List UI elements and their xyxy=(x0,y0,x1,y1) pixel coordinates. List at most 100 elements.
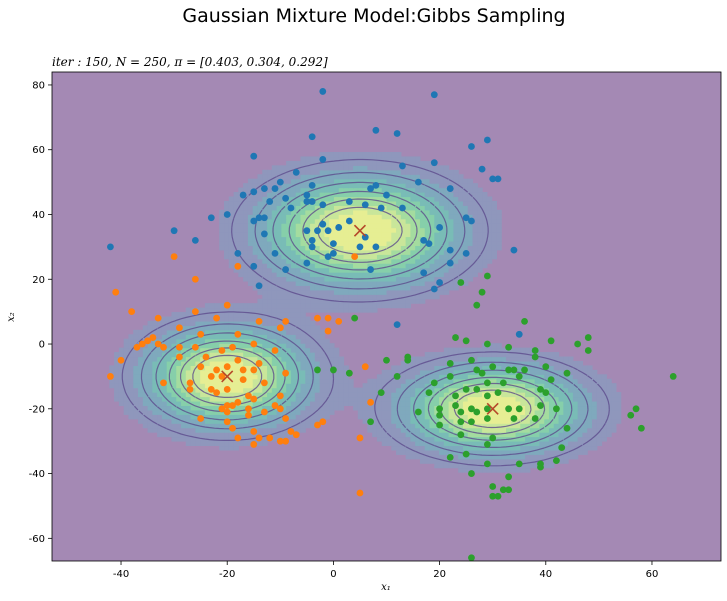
data-point-cluster-2 xyxy=(446,373,454,380)
data-point-cluster-2 xyxy=(452,402,459,409)
data-point-cluster-2 xyxy=(537,385,544,393)
data-point-cluster-0 xyxy=(308,243,316,251)
data-point-cluster-2 xyxy=(430,379,438,387)
data-point-cluster-1 xyxy=(260,379,268,387)
data-point-cluster-1 xyxy=(160,379,167,387)
axes-title: iter : 150, N = 250, π = [0.403, 0.304, … xyxy=(52,55,328,69)
plot-frame xyxy=(51,71,722,562)
data-point-cluster-1 xyxy=(234,434,242,442)
data-point-cluster-0 xyxy=(393,321,401,328)
data-point-cluster-2 xyxy=(462,337,470,345)
data-point-cluster-1 xyxy=(144,337,151,345)
data-point-cluster-0 xyxy=(361,233,369,241)
data-point-cluster-1 xyxy=(282,317,290,325)
data-point-cluster-0 xyxy=(478,165,486,173)
data-point-cluster-2 xyxy=(547,376,555,384)
data-point-cluster-1 xyxy=(276,324,284,332)
data-point-cluster-1 xyxy=(367,398,374,406)
data-point-cluster-0 xyxy=(494,175,502,183)
data-point-cluster-1 xyxy=(229,424,236,432)
data-point-cluster-1 xyxy=(282,369,290,377)
data-point-cluster-0 xyxy=(414,178,422,186)
data-point-cluster-0 xyxy=(420,236,428,244)
data-point-cluster-0 xyxy=(308,181,316,189)
data-point-cluster-2 xyxy=(468,356,475,364)
data-point-cluster-0 xyxy=(446,185,454,192)
data-point-cluster-1 xyxy=(191,308,199,316)
density-contour-lines xyxy=(121,158,610,467)
data-point-cluster-1 xyxy=(207,373,215,380)
data-point-cluster-1 xyxy=(170,253,178,260)
data-point-cluster-2 xyxy=(457,418,465,426)
data-point-cluster-0 xyxy=(255,214,263,222)
data-point-cluster-2 xyxy=(473,301,481,309)
data-point-cluster-1 xyxy=(356,434,364,442)
data-point-cluster-1 xyxy=(223,402,231,409)
data-point-cluster-2 xyxy=(494,492,502,500)
data-point-cluster-1 xyxy=(186,385,194,393)
data-point-cluster-0 xyxy=(330,249,337,257)
data-point-cluster-2 xyxy=(330,366,337,374)
data-point-cluster-1 xyxy=(250,395,258,403)
y-tick-label: 60 xyxy=(32,145,45,156)
data-point-cluster-0 xyxy=(446,246,454,254)
data-point-cluster-0 xyxy=(303,191,311,199)
data-point-cluster-2 xyxy=(542,389,550,397)
figure-suptitle: Gaussian Mixture Model:Gibbs Sampling xyxy=(182,5,565,27)
data-point-cluster-2 xyxy=(531,415,539,422)
data-point-cluster-1 xyxy=(276,405,284,413)
data-point-cluster-0 xyxy=(266,198,274,205)
data-point-cluster-1 xyxy=(160,343,167,351)
data-point-cluster-0 xyxy=(393,130,401,137)
data-point-cluster-2 xyxy=(483,272,491,280)
data-point-cluster-2 xyxy=(521,317,528,325)
data-point-cluster-0 xyxy=(345,198,353,205)
y-tick-label: 80 xyxy=(32,80,45,91)
data-point-cluster-1 xyxy=(324,327,332,335)
data-point-cluster-0 xyxy=(319,88,327,95)
data-point-cluster-0 xyxy=(250,152,258,160)
data-point-cluster-2 xyxy=(351,314,359,322)
data-point-cluster-0 xyxy=(372,181,380,189)
data-point-cluster-1 xyxy=(319,418,327,426)
data-point-cluster-0 xyxy=(330,240,337,248)
data-point-cluster-2 xyxy=(468,470,475,477)
data-point-cluster-2 xyxy=(632,405,640,413)
data-point-cluster-2 xyxy=(462,450,470,458)
data-point-cluster-2 xyxy=(446,453,454,461)
data-point-cluster-0 xyxy=(282,266,290,273)
data-point-cluster-1 xyxy=(260,408,268,416)
data-point-cluster-1 xyxy=(223,408,231,416)
data-point-cluster-2 xyxy=(505,343,513,351)
data-point-cluster-2 xyxy=(483,405,491,413)
data-point-cluster-1 xyxy=(314,314,321,322)
data-point-cluster-1 xyxy=(218,405,226,413)
data-point-cluster-0 xyxy=(250,262,258,270)
data-point-cluster-1 xyxy=(218,373,226,380)
data-point-cluster-2 xyxy=(637,424,645,432)
data-point-cluster-2 xyxy=(515,373,523,380)
data-point-cluster-2 xyxy=(505,486,513,494)
data-point-cluster-1 xyxy=(351,253,359,260)
data-point-cluster-1 xyxy=(229,343,236,351)
data-point-cluster-0 xyxy=(399,204,406,212)
data-point-cluster-0 xyxy=(170,227,178,235)
data-point-cluster-2 xyxy=(521,366,528,374)
data-point-cluster-1 xyxy=(245,392,252,400)
data-point-cluster-0 xyxy=(367,266,374,273)
data-point-cluster-0 xyxy=(260,185,268,192)
data-point-cluster-2 xyxy=(510,366,518,374)
data-point-cluster-0 xyxy=(356,243,364,251)
x-tick-label: 40 xyxy=(539,569,552,580)
data-point-cluster-2 xyxy=(457,279,465,286)
data-point-cluster-2 xyxy=(542,363,550,371)
data-point-cluster-1 xyxy=(335,317,343,325)
data-point-cluster-2 xyxy=(563,424,571,432)
data-point-cluster-0 xyxy=(367,185,374,192)
data-point-cluster-1 xyxy=(191,275,199,283)
data-point-cluster-1 xyxy=(223,418,231,426)
data-point-cluster-0 xyxy=(462,214,470,222)
data-point-cluster-2 xyxy=(473,408,481,416)
data-point-cluster-0 xyxy=(308,133,316,141)
data-point-cluster-0 xyxy=(260,214,268,222)
